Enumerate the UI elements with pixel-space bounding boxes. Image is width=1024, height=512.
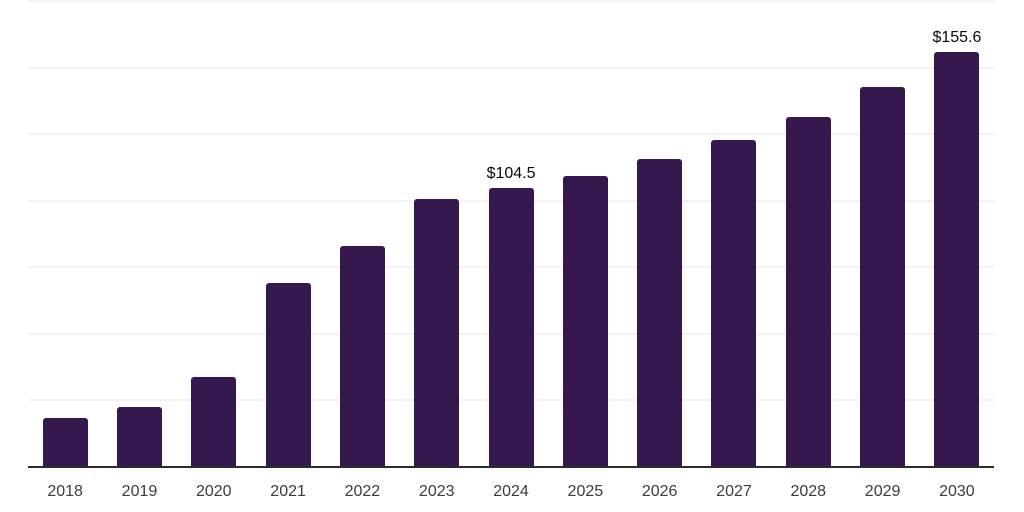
bar-2019: [116, 407, 162, 466]
bar-2024: $104.5: [487, 165, 536, 466]
bar-column-2024: $104.5: [474, 0, 548, 466]
x-tick-label-2022: 2022: [344, 483, 381, 500]
x-tick-label-2018: 2018: [47, 483, 83, 500]
bar-column-2026: [623, 0, 697, 466]
data-label-2024: $104.5: [486, 164, 536, 182]
bars: $104.5 $155.6: [28, 0, 994, 466]
plot-area: $104.5 $155.6: [28, 0, 994, 468]
bar-column-2029: [845, 0, 919, 466]
bar-column-2027: [697, 0, 771, 466]
x-tick-label-2028: 2028: [790, 483, 827, 500]
data-label-2030: $155.6: [932, 28, 982, 46]
x-tick-label-2025: 2025: [567, 483, 604, 500]
x-tick-label-2027: 2027: [716, 483, 752, 500]
x-tick-label-2023: 2023: [418, 483, 455, 500]
x-tick-label-2020: 2020: [195, 483, 232, 500]
bar-2028: [785, 116, 831, 466]
bar-2021: [265, 283, 311, 466]
x-axis-line: [28, 466, 994, 468]
bar-2030: $155.6: [932, 29, 981, 466]
bar-2020: [191, 377, 237, 466]
bar-column-2030: $155.6: [920, 0, 994, 466]
gridline-175: [28, 0, 994, 2]
bar-column-2022: [325, 0, 399, 466]
bar-2029: [860, 87, 906, 466]
bar-column-2020: [177, 0, 251, 466]
bar-2018: [42, 417, 88, 466]
x-tick-label-2029: 2029: [864, 483, 901, 500]
bar-column-2028: [771, 0, 845, 466]
x-axis-labels: 2018 2019 2020 2021 2022 2023 2024 2025 2026 2027…: [28, 483, 994, 501]
bar-column-2019: [102, 0, 176, 466]
bar-2022: [339, 246, 385, 466]
x-tick-label-2024: 2024: [493, 483, 529, 500]
gridline-125: [28, 133, 994, 136]
bar-2027: [711, 140, 757, 466]
bar-2025: [562, 175, 608, 466]
bar-column-2023: [400, 0, 474, 466]
bar-column-2018: [28, 0, 102, 466]
x-tick-label-2019: 2019: [121, 483, 158, 500]
x-tick-label-2021: 2021: [270, 483, 306, 500]
x-tick-label-2026: 2026: [641, 483, 678, 500]
bar-2026: [637, 159, 683, 466]
bar-2023: [414, 199, 460, 466]
bar-column-2025: [548, 0, 622, 466]
x-tick-label-2030: 2030: [939, 483, 975, 500]
gridline-150: [28, 66, 994, 69]
bar-column-2021: [251, 0, 325, 466]
